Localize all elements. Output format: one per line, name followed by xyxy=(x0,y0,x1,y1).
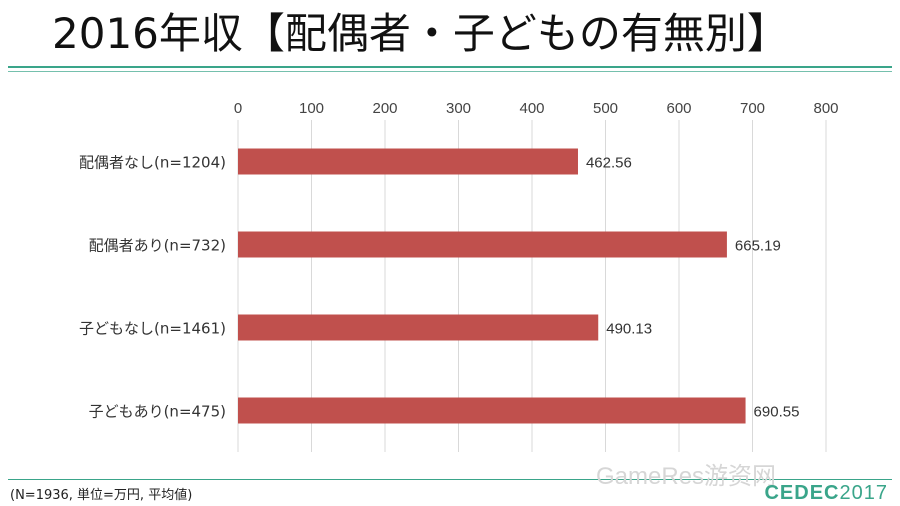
page-title: 2016年収【配偶者・子どもの有無別】 xyxy=(52,9,789,58)
x-tick-label: 200 xyxy=(372,100,397,117)
category-label: 子どもなし(n=1461) xyxy=(79,320,226,338)
bar xyxy=(238,231,727,258)
x-tick-label: 0 xyxy=(234,100,242,117)
title-divider xyxy=(8,66,892,68)
data-label: 490.13 xyxy=(606,321,652,338)
watermark: GameRes游资网 xyxy=(596,463,777,490)
footer-divider xyxy=(8,479,892,480)
category-label: 子どもあり(n=475) xyxy=(89,403,226,421)
x-tick-label: 800 xyxy=(813,100,838,117)
x-tick-label: 100 xyxy=(299,100,324,117)
logo-text: CEDEC xyxy=(764,482,840,504)
x-tick-label: 600 xyxy=(666,100,691,117)
x-tick-label: 500 xyxy=(593,100,618,117)
title-divider-thin xyxy=(8,71,892,72)
x-tick-label: 300 xyxy=(446,100,471,117)
bar xyxy=(238,397,746,424)
data-label: 462.56 xyxy=(586,155,632,172)
logo-year: 2017 xyxy=(839,482,888,504)
data-label: 690.55 xyxy=(754,404,800,421)
bar xyxy=(238,314,599,341)
bar xyxy=(238,148,578,175)
chart-note: (N=1936, 単位=万円, 平均値) xyxy=(10,488,193,503)
x-tick-label: 400 xyxy=(519,100,544,117)
bar-chart: 0 100 200 300 400 500 600 700 800 配偶者なし(n=1204) 46… xyxy=(79,100,839,452)
category-label: 配偶者あり(n=732) xyxy=(89,237,226,255)
x-tick-label: 700 xyxy=(740,100,765,117)
data-label: 665.19 xyxy=(735,238,781,255)
cedec-logo: CEDEC2017 xyxy=(764,482,888,505)
category-label: 配偶者なし(n=1204) xyxy=(79,154,226,172)
